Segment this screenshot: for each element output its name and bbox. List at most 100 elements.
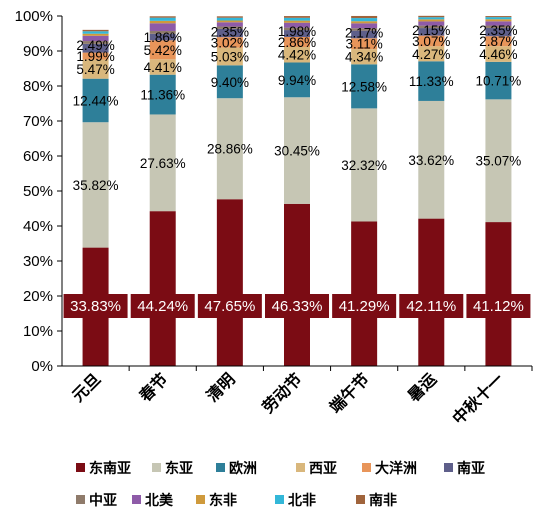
bar-segment — [485, 27, 512, 37]
bar-segment — [284, 203, 310, 366]
bar-segment — [418, 218, 445, 366]
bar-segment — [351, 18, 378, 22]
legend-label: 中亚 — [89, 492, 117, 508]
bar-segment — [418, 35, 445, 47]
bar-segment — [82, 33, 109, 36]
bar-segment — [351, 38, 378, 50]
data-label-box — [265, 294, 329, 318]
data-label: 28.86% — [207, 142, 253, 157]
legend-swatch — [356, 495, 365, 504]
bar-segment — [284, 30, 310, 37]
data-label-box — [466, 294, 531, 318]
data-label-box — [332, 294, 397, 318]
data-label: 2.17% — [345, 26, 383, 41]
bar-segment — [351, 23, 378, 29]
y-tick-label: 80% — [23, 78, 53, 95]
bar-segment — [82, 41, 109, 44]
bar-segment — [149, 16, 176, 18]
bar-segment — [82, 43, 109, 53]
bar-segment — [82, 35, 109, 42]
southeast-asia-labels-layer: 33.83% 44.24% 47.65% 46.33% 41.29% 42.11% 41.1… — [63, 294, 531, 318]
data-label: 41.12% — [473, 298, 524, 315]
bar-segment — [351, 28, 378, 31]
bar-segment — [82, 52, 109, 60]
bar-segment — [418, 21, 445, 26]
bar-segment — [149, 114, 176, 212]
data-label: 44.24% — [137, 298, 188, 315]
data-label: 12.58% — [341, 79, 387, 94]
data-label: 46.33% — [272, 298, 323, 315]
legend-label: 欧洲 — [229, 460, 257, 476]
data-label: 2.15% — [412, 23, 450, 38]
legend-label: 北非 — [288, 492, 316, 508]
data-label: 4.41% — [144, 60, 182, 75]
legend-label: 东南亚 — [89, 460, 131, 476]
data-label: 1.98% — [278, 24, 316, 39]
bar-segment — [485, 46, 512, 62]
bar-segment — [284, 20, 310, 23]
data-label: 41.29% — [339, 298, 390, 315]
bar-segment — [351, 108, 378, 222]
y-tick-label: 0% — [31, 358, 53, 375]
data-label: 3.11% — [346, 37, 383, 52]
bar-segment — [216, 28, 243, 38]
data-label: 2.87% — [479, 34, 517, 49]
data-label-box — [399, 294, 464, 318]
bar-segment — [149, 20, 176, 24]
bar-segment — [351, 15, 378, 19]
y-tick-label: 40% — [23, 218, 53, 235]
y-tick-label: 50% — [23, 183, 53, 200]
bar-segment — [216, 22, 243, 27]
data-label: 11.36% — [140, 88, 185, 103]
bar-segment — [82, 59, 109, 79]
bar-segment — [149, 17, 176, 21]
bar-segment — [149, 23, 176, 31]
data-label: 2.35% — [479, 23, 517, 38]
data-label: 42.11% — [406, 298, 456, 315]
legend-swatch — [76, 495, 85, 504]
legend-swatch — [275, 495, 284, 504]
data-label: 2.86% — [278, 35, 316, 50]
bar-segment — [216, 17, 243, 21]
bar-segment — [351, 221, 378, 366]
bar-segment — [351, 30, 378, 39]
bar-segment — [284, 22, 310, 28]
legend-label: 南亚 — [457, 460, 485, 476]
data-label: 33.62% — [408, 153, 454, 168]
bar-segment — [284, 17, 310, 21]
bar-segment — [216, 37, 243, 48]
legend-swatch — [76, 463, 85, 472]
bar-segment — [82, 122, 109, 248]
bar-segment — [216, 199, 243, 366]
bar-segment — [284, 47, 310, 63]
bar-segment — [351, 21, 378, 24]
bar-segment — [149, 40, 176, 60]
data-label: 5.03% — [211, 50, 249, 65]
data-label: 4.34% — [345, 50, 383, 65]
data-label: 10.71% — [476, 74, 522, 89]
bar-segment — [216, 98, 243, 200]
bar-segment — [485, 36, 512, 47]
bar-segment — [82, 78, 109, 123]
data-label: 4.27% — [412, 47, 450, 62]
bar-segment — [82, 29, 109, 32]
data-label: 35.07% — [476, 154, 522, 169]
data-label: 30.45% — [274, 144, 320, 159]
bar-segment — [485, 25, 512, 28]
data-label: 5.47% — [76, 62, 114, 77]
bar-segment — [216, 26, 243, 29]
bar-segment — [216, 47, 243, 66]
y-tick-label: 100% — [15, 8, 53, 25]
bar-segment — [485, 61, 512, 100]
bar-segment — [82, 31, 109, 34]
data-label: 3.07% — [412, 34, 450, 49]
data-label: 32.32% — [341, 158, 387, 173]
legend-label: 南非 — [369, 492, 397, 508]
data-label: 9.40% — [211, 75, 249, 90]
bar-segment — [149, 59, 176, 75]
bar-segment — [284, 27, 310, 31]
bar-segment — [284, 62, 310, 98]
data-label: 2.49% — [76, 38, 114, 53]
